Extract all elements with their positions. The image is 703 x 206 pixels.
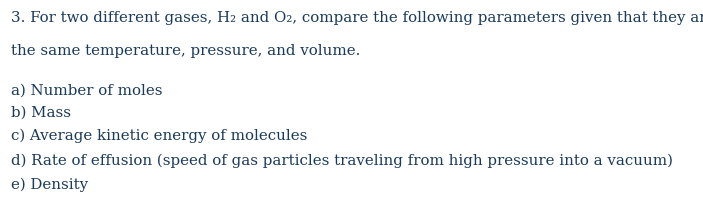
Text: b) Mass: b) Mass — [11, 105, 71, 119]
Text: e) Density: e) Density — [11, 177, 89, 191]
Text: d) Rate of effusion (speed of gas particles traveling from high pressure into a : d) Rate of effusion (speed of gas partic… — [11, 152, 673, 167]
Text: the same temperature, pressure, and volume.: the same temperature, pressure, and volu… — [11, 44, 361, 57]
Text: c) Average kinetic energy of molecules: c) Average kinetic energy of molecules — [11, 128, 308, 142]
Text: 3. For two different gases, H₂ and O₂, compare the following parameters given th: 3. For two different gases, H₂ and O₂, c… — [11, 11, 703, 25]
Text: a) Number of moles: a) Number of moles — [11, 83, 163, 97]
